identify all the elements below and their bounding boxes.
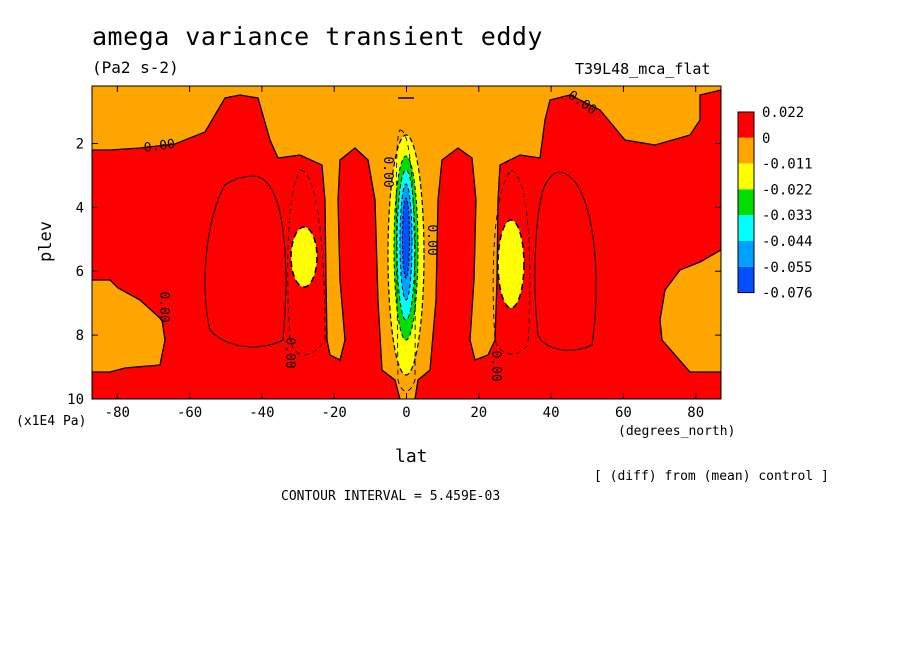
- plot-area: [92, 86, 721, 399]
- south-subtropical-min: [290, 226, 318, 288]
- axis-ticks: -80 -60 -40 -20 0 20 40 60 80 2 4 6 8 10: [67, 86, 721, 421]
- south-dashed-contour: [287, 169, 326, 356]
- colorbar-swatch: [738, 215, 754, 241]
- y-tick-label: 4: [76, 200, 84, 216]
- equatorial-dashed-contour: [395, 129, 416, 392]
- colorbar-swatch: [738, 112, 754, 138]
- x-tick-label: -60: [177, 405, 202, 421]
- colorbar-swatch: [738, 137, 754, 164]
- x-tick-label: -80: [105, 405, 130, 421]
- south-inner-contour: [204, 175, 287, 348]
- equatorial-band-darkblue: [402, 197, 410, 279]
- colorbar-label: -0.022: [762, 182, 813, 198]
- y-tick-label: 2: [76, 136, 84, 152]
- contour-label: 0.00: [156, 291, 171, 322]
- colorbar-label: -0.055: [762, 260, 813, 276]
- contour-interval: CONTOUR INTERVAL = 5.459E-03: [281, 489, 501, 504]
- contour-label: 0.00: [488, 350, 503, 381]
- colorbar-label: -0.044: [762, 234, 813, 250]
- contour-label: 0.00: [424, 224, 439, 255]
- contour-label: 0.00: [380, 156, 395, 187]
- chart-title: amega variance transient eddy: [92, 22, 543, 51]
- chart-units: (Pa2 s-2): [92, 58, 179, 77]
- contour-label: 0.00: [143, 137, 176, 156]
- north-subtropical-min: [497, 219, 525, 309]
- colorbar-label: -0.011: [762, 157, 813, 173]
- north-dashed-contour: [492, 169, 531, 355]
- contour-label: 0.00: [282, 337, 297, 368]
- north-inner-contour: [534, 171, 597, 351]
- x-axis-unit: (degrees_north): [618, 424, 736, 439]
- x-tick-label: 0: [402, 405, 410, 421]
- colorbar-label: -0.033: [762, 208, 813, 224]
- y-tick-label: 8: [76, 328, 84, 344]
- x-tick-label: 80: [687, 405, 704, 421]
- diff-note: [ (diff) from (mean) control ]: [594, 469, 829, 484]
- x-tick-label: -20: [322, 405, 347, 421]
- y-axis-unit: (x1E4 Pa): [16, 414, 87, 429]
- run-name: T39L48_mca_flat: [575, 60, 711, 78]
- colorbar: 0.022 0 -0.011 -0.022 -0.033 -0.044 -0.055 -0.0…: [737, 105, 813, 302]
- colorbar-swatch: [738, 163, 754, 190]
- colorbar-swatch: [738, 266, 754, 293]
- colorbar-frame: [737, 111, 755, 294]
- y-tick-label: 10: [67, 392, 84, 408]
- x-tick-label: -40: [249, 405, 274, 421]
- y-tick-label: 6: [76, 264, 84, 280]
- colorbar-swatch: [738, 189, 754, 216]
- x-tick-label: 40: [543, 405, 560, 421]
- x-axis-label: lat: [395, 446, 428, 467]
- colorbar-label: -0.076: [762, 286, 813, 302]
- x-tick-label: 20: [470, 405, 487, 421]
- north-positive-region: [414, 89, 721, 399]
- colorbar-label: 0: [762, 131, 770, 147]
- x-tick-label: 60: [615, 405, 632, 421]
- colorbar-label: 0.022: [762, 105, 804, 121]
- south-positive-region: [92, 94, 401, 399]
- colorbar-swatch: [738, 241, 754, 267]
